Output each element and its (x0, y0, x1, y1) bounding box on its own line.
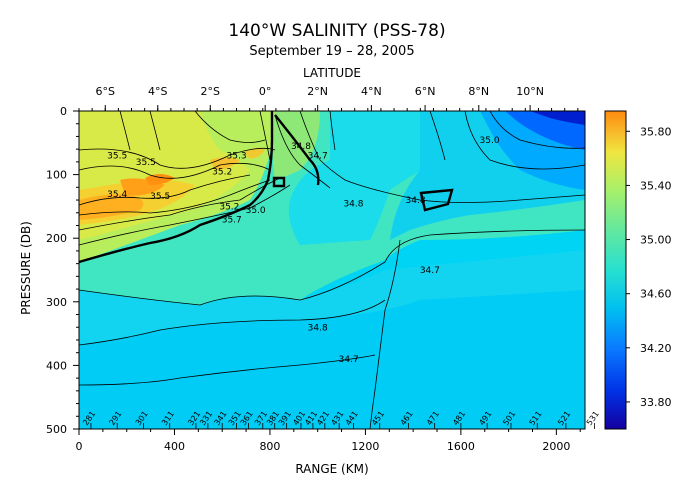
contour-label: 34.8 (308, 323, 328, 333)
latitude-tick-label: 6°S (96, 85, 115, 98)
contour-label: 35.5 (136, 158, 156, 168)
plot-frame (78, 110, 586, 430)
latitude-axis-label: LATITUDE (303, 66, 361, 80)
latitude-tick-label: 2°N (307, 85, 328, 98)
contour-label: 35.2 (212, 168, 232, 178)
contour-label: 34.8 (406, 196, 426, 206)
contour-label: 35.7 (222, 215, 242, 225)
contour-label: 34.7 (339, 355, 359, 365)
x-tick-label: 400 (164, 440, 185, 453)
contour-label: 34.8 (343, 199, 363, 209)
contour-label: 35.0 (480, 136, 500, 146)
contour-lines (79, 111, 585, 429)
latitude-axis: 6°S 4°S 2°S 0° 2°N 4°N 6°N 8°N 10°N (78, 85, 579, 111)
station-label: 531 (585, 409, 601, 427)
contour-label: 34.7 (420, 266, 440, 276)
y-tick-label: 100 (46, 169, 67, 182)
colorbar-tick-label: 35.00 (640, 234, 672, 247)
y-tick-label: 300 (46, 296, 67, 309)
colorbar (604, 110, 627, 430)
x-tick-label: 1200 (351, 440, 379, 453)
chart-title: 140°W SALINITY (PSS-78) (228, 21, 445, 41)
y-axis-label: PRESSURE (DB) (19, 221, 33, 315)
latitude-tick-label: 4°N (361, 85, 382, 98)
colorbar-tick-label: 34.20 (640, 342, 672, 355)
contour-label: 34.7 (308, 152, 328, 162)
salinity-field (79, 111, 585, 429)
latitude-tick-label: 6°N (415, 85, 436, 98)
chart-subtitle: September 19 – 28, 2005 (249, 44, 414, 59)
y-axis: 0 100 200 300 400 500 (46, 105, 79, 436)
x-tick-label: 2000 (542, 440, 570, 453)
contour-label: 35.2 (219, 203, 239, 213)
colorbar-tick-label: 35.40 (640, 179, 672, 192)
latitude-tick-label: 4°S (148, 85, 167, 98)
colorbar-tick-label: 35.80 (640, 125, 672, 138)
x-tick-label: 800 (259, 440, 280, 453)
x-tick-label: 1600 (447, 440, 475, 453)
y-tick-label: 0 (60, 105, 67, 118)
contour-label: 35.5 (107, 152, 127, 162)
contour-label: 35.5 (150, 192, 170, 202)
contour-label: 34.8 (291, 142, 311, 152)
thick-contour-lines (79, 111, 454, 264)
contour-label: 35.4 (107, 190, 127, 200)
x-axis: 0 400 800 1200 1600 2000 (76, 429, 581, 453)
latitude-tick-label: 8°N (468, 85, 489, 98)
y-tick-label: 500 (46, 423, 67, 436)
contour-label: 35.0 (246, 206, 266, 216)
latitude-tick-label: 10°N (516, 85, 544, 98)
latitude-tick-label: 2°S (201, 85, 220, 98)
colorbar-tick-label: 33.80 (640, 396, 672, 409)
y-tick-label: 200 (46, 232, 67, 245)
colorbar-ticks: 33.80 34.20 34.60 35.00 35.40 35.80 (626, 125, 672, 409)
x-axis-label: RANGE (KM) (295, 462, 368, 476)
contour-label: 35.3 (227, 152, 247, 162)
colorbar-tick-label: 34.60 (640, 288, 672, 301)
x-tick-label: 0 (76, 440, 83, 453)
latitude-tick-label: 0° (259, 85, 272, 98)
y-tick-label: 400 (46, 359, 67, 372)
contour-labels: 35.5 35.5 35.5 35.3 35.2 35.4 35.2 35.7 35.0 34.8… (107, 136, 500, 365)
